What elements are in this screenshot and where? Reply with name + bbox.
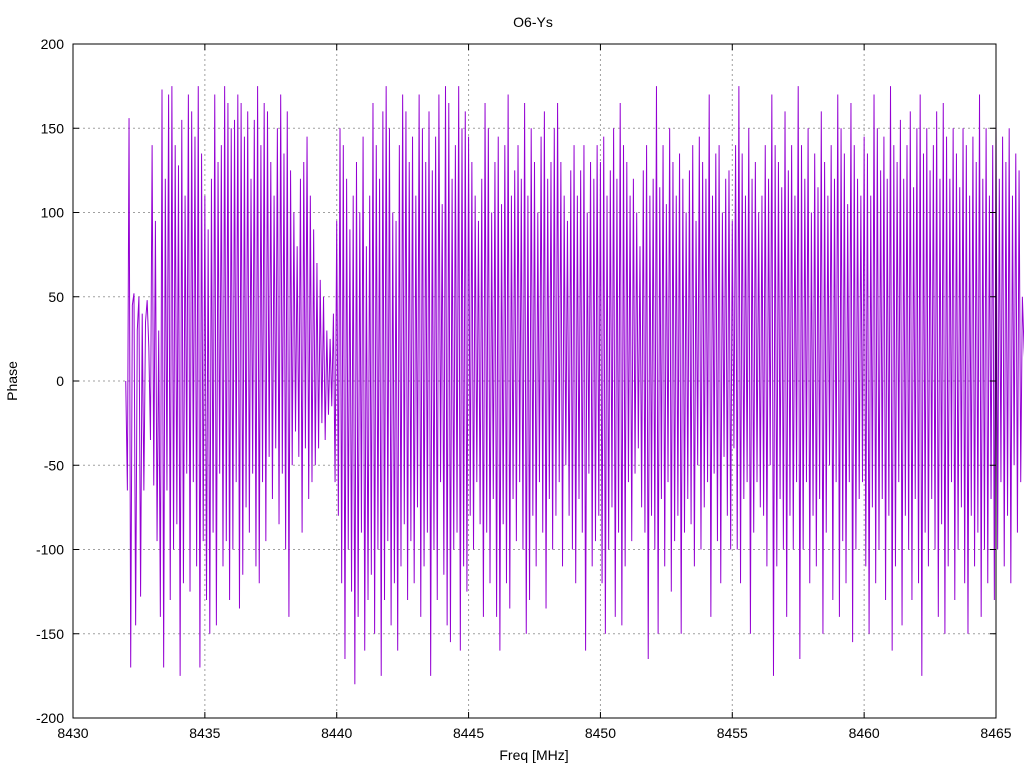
x-tick-label: 8465 [980, 725, 1011, 741]
chart-title: O6-Ys [513, 14, 553, 30]
y-tick-label: 0 [56, 373, 64, 389]
y-tick-label: -200 [36, 710, 64, 726]
y-tick-label: -150 [36, 626, 64, 642]
x-axis-label: Freq [MHz] [499, 747, 568, 763]
y-axis-label: Phase [4, 361, 20, 401]
y-tick-labels: 200 150 100 50 0 -50 -100 -150 -200 [36, 36, 64, 726]
y-tick-label: -50 [44, 457, 64, 473]
y-tick-label: -100 [36, 542, 64, 558]
y-tick-label: 100 [41, 205, 65, 221]
x-tick-label: 8450 [585, 725, 616, 741]
x-tick-label: 8460 [849, 725, 880, 741]
x-tick-label: 8455 [717, 725, 748, 741]
y-tick-label: 200 [41, 36, 65, 52]
grid [73, 44, 996, 718]
x-tick-label: 8440 [321, 725, 352, 741]
x-tick-labels: 8430 8435 8440 8445 8450 8455 8460 8465 [57, 725, 1011, 741]
x-tick-label: 8445 [453, 725, 484, 741]
y-tick-label: 150 [41, 120, 65, 136]
series-line-0 [126, 86, 1024, 684]
x-tick-label: 8430 [57, 725, 88, 741]
series-layer [126, 86, 1024, 684]
y-tick-label: 50 [48, 289, 64, 305]
x-tick-label: 8435 [189, 725, 220, 741]
